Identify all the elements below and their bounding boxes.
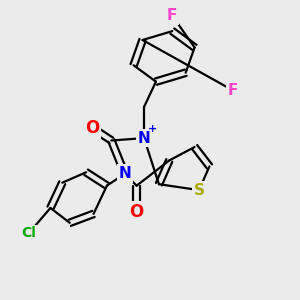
Text: N: N bbox=[138, 130, 150, 146]
Text: S: S bbox=[194, 183, 205, 198]
Text: O: O bbox=[130, 203, 144, 221]
Text: O: O bbox=[85, 119, 99, 137]
Text: F: F bbox=[167, 8, 178, 23]
Text: Cl: Cl bbox=[21, 226, 36, 240]
Text: +: + bbox=[148, 124, 158, 134]
Text: F: F bbox=[228, 83, 238, 98]
Text: N: N bbox=[118, 166, 131, 181]
